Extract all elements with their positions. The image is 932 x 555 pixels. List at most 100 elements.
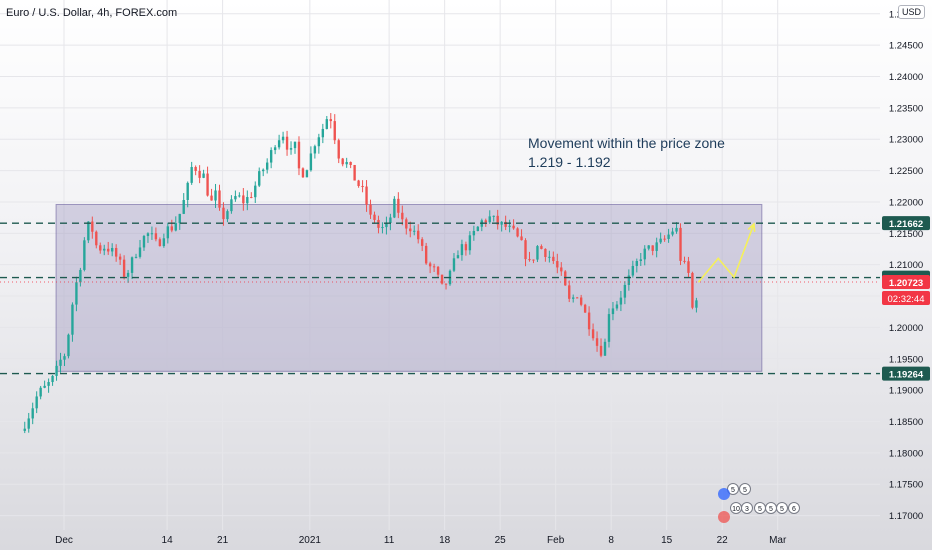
price-tick-label: 1.18000: [889, 448, 923, 459]
candle-up: [138, 247, 142, 257]
candle-up: [667, 234, 670, 239]
candle-up: [639, 259, 642, 262]
candle-up: [75, 282, 78, 305]
annotation-line: 1.219 - 1.192: [528, 154, 611, 170]
price-tick-label: 1.22500: [889, 166, 923, 177]
candle-down: [583, 304, 587, 313]
time-tick-label: 18: [439, 535, 451, 546]
candle-down: [532, 259, 535, 261]
level-badge-label: 1.21662: [889, 219, 923, 230]
zone-annotation: Movement within the price zone 1.219 - 1.…: [528, 135, 725, 170]
current-price-label: 1.20723: [889, 278, 923, 289]
time-tick-label: 22: [717, 535, 729, 546]
candle-up: [63, 356, 66, 360]
candle-up: [293, 141, 297, 149]
time-tick-label: Mar: [769, 535, 787, 546]
candle-up: [234, 196, 237, 200]
event-icon: [788, 502, 800, 514]
price-axis[interactable]: 1.216621.207941.192641.2072302:32:441.25…: [882, 9, 930, 522]
time-tick-label: 15: [661, 535, 673, 546]
candle-down: [524, 240, 527, 260]
candle-down: [91, 221, 94, 232]
candle-up: [110, 247, 114, 252]
candle-down: [365, 186, 368, 205]
candle-up: [488, 216, 491, 223]
candle-down: [242, 195, 245, 204]
candle-up: [277, 140, 281, 148]
candle-up: [468, 235, 472, 251]
candle-down: [341, 158, 344, 165]
candle-down: [484, 220, 487, 223]
time-tick-label: Feb: [547, 535, 565, 546]
flag-icon: [718, 511, 730, 523]
candle-up: [230, 199, 233, 212]
candle-up: [452, 258, 456, 271]
candle-down: [591, 329, 595, 339]
candle-up: [381, 227, 384, 229]
countdown-badge: [882, 291, 930, 306]
candle-up: [675, 227, 678, 232]
candle-up: [71, 304, 74, 335]
candle-up: [43, 385, 46, 388]
event-count: 3: [745, 506, 749, 513]
flag-icon: [718, 488, 730, 500]
candle-up: [186, 182, 189, 200]
candle-up: [35, 396, 38, 409]
candle-down: [170, 226, 173, 231]
candle-up: [55, 365, 58, 376]
candle-down: [333, 121, 336, 141]
countdown-label: 02:32:44: [888, 294, 925, 305]
candle-down: [552, 256, 555, 262]
candle-down: [651, 245, 654, 251]
candle-down: [353, 164, 356, 181]
level-badge: [882, 366, 930, 381]
candle-up: [130, 257, 134, 273]
candle-down: [122, 259, 126, 277]
candle-up: [643, 248, 646, 260]
candle-down: [683, 260, 686, 262]
projection-arrowhead: [747, 222, 756, 232]
candle-up: [142, 235, 146, 248]
candle-down: [198, 170, 201, 178]
candle-up: [79, 269, 82, 283]
price-tick-label: 1.17500: [889, 480, 923, 491]
event-count: 6: [792, 506, 796, 513]
candle-down: [504, 221, 507, 227]
projection-line: [697, 223, 755, 283]
candle-up: [623, 284, 627, 298]
event-count: 5: [731, 487, 735, 494]
candle-up: [83, 240, 86, 270]
currency-button[interactable]: USD: [898, 5, 926, 19]
candle-down: [512, 225, 515, 229]
price-tick-label: 1.24500: [889, 41, 923, 52]
candle-up: [413, 230, 416, 232]
candle-down: [206, 173, 209, 196]
candle-up: [500, 221, 503, 225]
time-axis[interactable]: Dec 14 21 2021 11 18 25 Feb 8 15 22 Mar: [55, 535, 787, 546]
candle-up: [281, 136, 285, 141]
candle-down: [405, 219, 408, 229]
candle-up: [182, 199, 185, 214]
time-tick-label: 2021: [299, 535, 322, 546]
economic-events[interactable]: 5 510 3 5 5 5 6: [718, 483, 800, 524]
candle-down: [691, 272, 694, 308]
candle-down: [424, 245, 428, 264]
level-badge: [882, 216, 930, 231]
candle-up: [146, 233, 150, 236]
candle-down: [568, 285, 571, 299]
annotation-line: Movement within the price zone: [528, 135, 725, 151]
price-tick-label: 1.21000: [889, 260, 923, 271]
candle-down: [544, 248, 547, 258]
candle-up: [67, 334, 70, 357]
candle-up: [313, 146, 317, 154]
time-tick-label: Dec: [55, 535, 73, 546]
candle-up: [23, 428, 26, 431]
candle-up: [536, 246, 539, 260]
candle-down: [107, 248, 110, 252]
candle-down: [397, 198, 400, 213]
candle-down: [575, 297, 579, 299]
candle-up: [603, 341, 607, 356]
candle-down: [464, 244, 468, 251]
time-tick-label: 21: [217, 535, 229, 546]
